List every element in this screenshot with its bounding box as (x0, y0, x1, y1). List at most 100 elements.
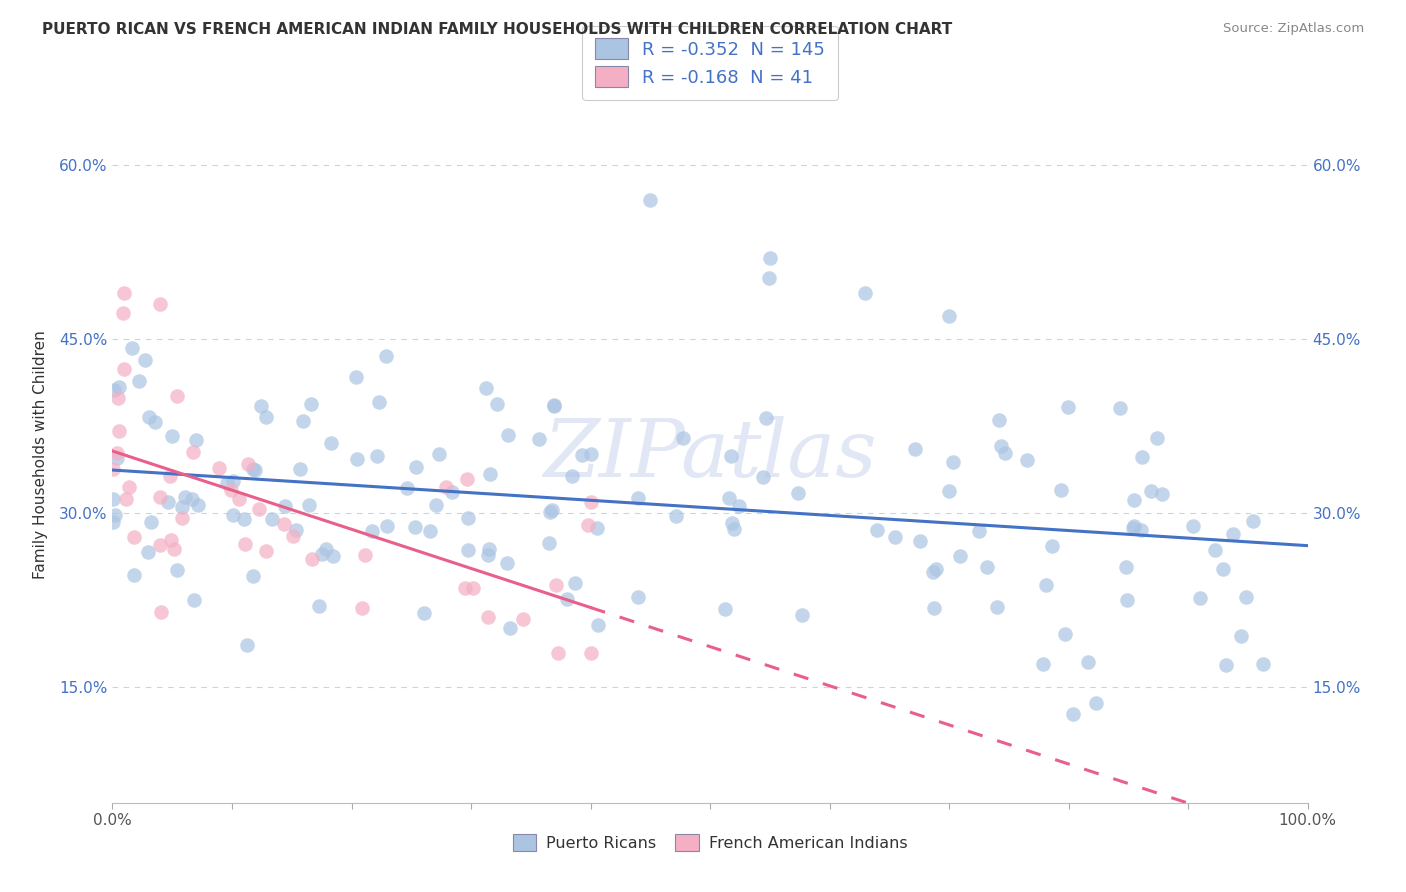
Point (626, 491, 648, 505)
Point (173, 491, 195, 505)
Point (298, 498, 321, 512)
Point (112, 362, 135, 376)
Point (290, 462, 312, 476)
Point (1229, 628, 1251, 642)
Point (713, 602, 735, 616)
Point (755, 411, 778, 425)
Point (187, 499, 209, 513)
Point (922, 601, 945, 615)
Point (118, 480, 141, 494)
Point (540, 503, 562, 517)
Point (922, 565, 945, 579)
Point (434, 480, 457, 494)
Point (243, 463, 266, 477)
Point (1122, 519, 1144, 533)
Point (564, 575, 586, 590)
Point (299, 397, 322, 411)
Point (1132, 450, 1154, 465)
Point (1212, 562, 1234, 576)
Point (134, 353, 156, 368)
Point (1062, 706, 1084, 721)
Point (1050, 483, 1073, 498)
Point (103, 383, 125, 397)
Point (235, 537, 257, 551)
Point (576, 517, 599, 532)
Point (721, 516, 744, 530)
Point (242, 462, 264, 476)
Point (122, 568, 145, 582)
Point (405, 460, 427, 475)
Point (884, 530, 907, 544)
Point (456, 472, 478, 486)
Point (938, 309, 960, 323)
Point (145, 415, 167, 429)
Point (166, 389, 188, 403)
Point (163, 542, 186, 557)
Point (321, 436, 343, 450)
Point (1215, 657, 1237, 672)
Point (855, 285, 877, 300)
Point (292, 414, 315, 428)
Point (311, 547, 333, 561)
Point (665, 509, 688, 524)
Point (441, 485, 464, 500)
Point (138, 409, 160, 424)
Point (585, 521, 607, 535)
Point (170, 500, 193, 514)
Point (538, 505, 561, 519)
Point (354, 548, 377, 562)
Point (377, 519, 399, 533)
Point (221, 483, 243, 498)
Point (207, 461, 229, 475)
Point (425, 498, 447, 512)
Point (1152, 487, 1174, 501)
Point (222, 474, 245, 488)
Point (986, 599, 1008, 614)
Point (361, 524, 384, 538)
Point (228, 491, 250, 506)
Point (233, 512, 256, 526)
Point (281, 529, 304, 543)
Point (1130, 523, 1153, 537)
Point (107, 424, 129, 438)
Point (149, 297, 172, 311)
Point (1040, 539, 1063, 553)
Point (538, 536, 561, 550)
Point (114, 285, 135, 300)
Point (254, 543, 277, 558)
Point (1139, 483, 1161, 498)
Point (586, 618, 609, 632)
Point (925, 562, 948, 576)
Point (904, 442, 927, 457)
Point (461, 581, 484, 595)
Point (236, 638, 259, 652)
Point (627, 590, 650, 604)
Point (181, 492, 204, 507)
Point (122, 531, 145, 545)
Point (1053, 627, 1076, 641)
Point (758, 270, 780, 285)
Point (395, 481, 418, 495)
Point (498, 621, 520, 635)
Point (238, 457, 260, 471)
Point (1115, 559, 1137, 574)
Point (160, 429, 183, 443)
Point (352, 601, 374, 615)
Point (156, 495, 179, 509)
Point (720, 450, 742, 464)
Point (453, 581, 475, 595)
Point (1035, 578, 1057, 592)
Point (346, 452, 368, 467)
Point (1077, 655, 1099, 669)
Point (579, 646, 602, 660)
Point (478, 467, 501, 482)
Text: Source: ZipAtlas.com: Source: ZipAtlas.com (1223, 22, 1364, 36)
Point (103, 462, 125, 476)
Point (1204, 542, 1226, 557)
Point (994, 445, 1017, 459)
Point (172, 511, 194, 525)
Point (260, 512, 283, 526)
Point (128, 374, 150, 388)
Point (1241, 514, 1264, 528)
Point (477, 548, 499, 562)
